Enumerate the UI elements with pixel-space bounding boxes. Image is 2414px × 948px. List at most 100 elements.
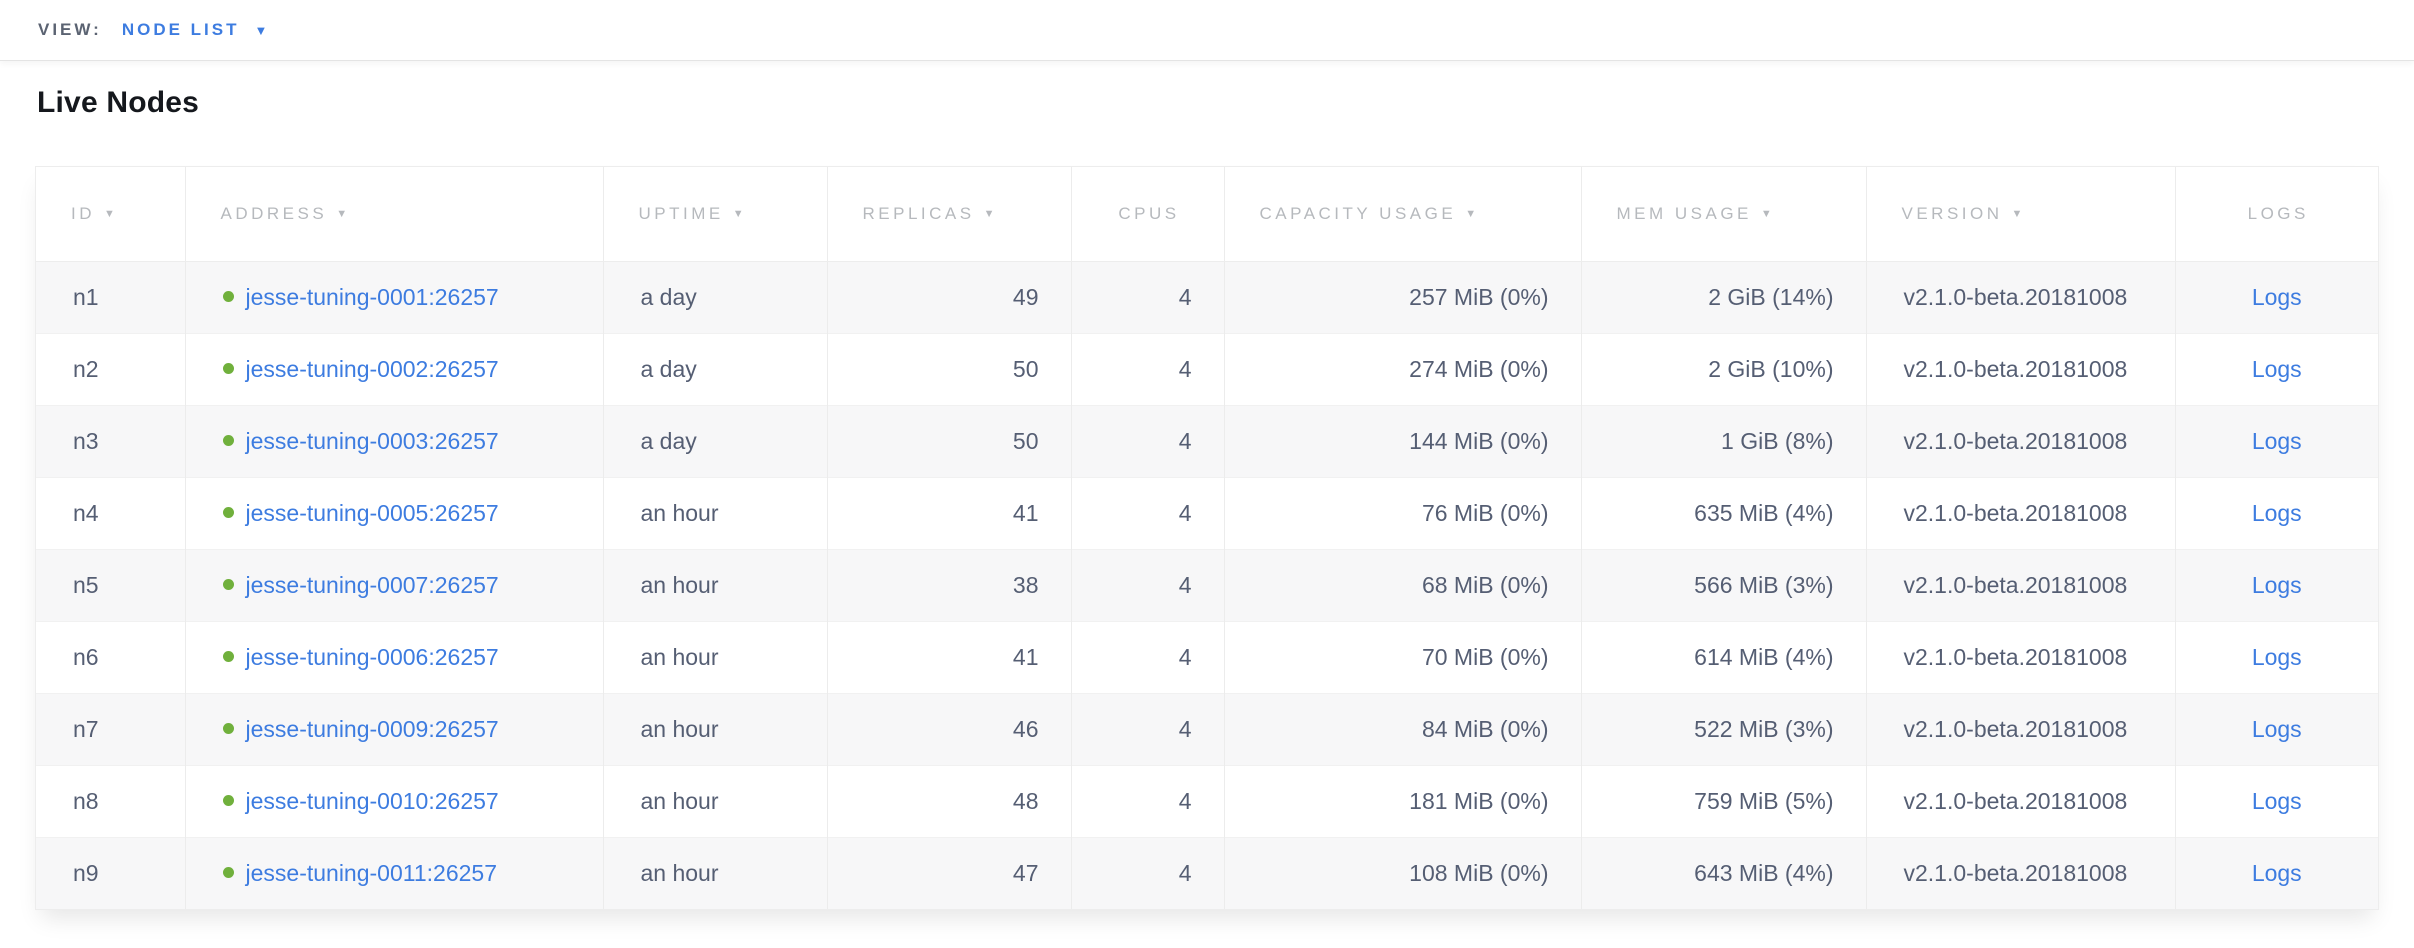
column-header-cpus: CPUS — [1071, 167, 1225, 262]
node-address-link[interactable]: jesse-tuning-0006:26257 — [245, 643, 499, 670]
node-uptime-cell: an hour — [603, 620, 828, 693]
node-cpus-cell: 4 — [1071, 836, 1225, 909]
node-address-link[interactable]: jesse-tuning-0002:26257 — [245, 355, 499, 382]
sort-arrow-icon: ▼ — [732, 207, 748, 220]
node-capacity-usage-cell: 108 MiB (0%) — [1224, 836, 1582, 909]
node-address-cell: jesse-tuning-0007:26257 — [185, 548, 604, 621]
node-id-cell: n1 — [36, 260, 186, 333]
node-address-cell: jesse-tuning-0003:26257 — [185, 404, 604, 477]
logs-link[interactable]: Logs — [2251, 499, 2302, 526]
chevron-down-icon: ▼ — [254, 22, 268, 38]
node-mem-usage-cell: 643 MiB (4%) — [1581, 836, 1867, 909]
node-cpus-cell: 4 — [1071, 404, 1225, 477]
node-mem-usage-cell: 759 MiB (5%) — [1581, 764, 1867, 837]
sort-arrow-icon: ▼ — [1465, 207, 1480, 220]
node-replicas-cell: 49 — [827, 260, 1072, 333]
logs-link[interactable]: Logs — [2251, 355, 2302, 382]
node-address-link[interactable]: jesse-tuning-0005:26257 — [245, 499, 499, 526]
logs-link[interactable]: Logs — [2251, 283, 2302, 310]
node-mem-usage-cell: 2 GiB (14%) — [1581, 260, 1867, 333]
node-cpus-cell: 4 — [1071, 620, 1225, 693]
node-uptime-cell: an hour — [603, 548, 828, 621]
node-address-link[interactable]: jesse-tuning-0003:26257 — [245, 427, 499, 454]
column-header-logs: LOGS — [2175, 167, 2378, 262]
node-address-link[interactable]: jesse-tuning-0009:26257 — [245, 715, 499, 742]
node-id-cell: n2 — [36, 332, 186, 405]
node-address-cell: jesse-tuning-0011:26257 — [185, 836, 604, 909]
node-capacity-usage-cell: 70 MiB (0%) — [1224, 620, 1582, 693]
node-address-link[interactable]: jesse-tuning-0010:26257 — [245, 787, 499, 814]
node-healthy-dot-icon — [222, 506, 234, 518]
node-uptime-cell: an hour — [603, 764, 828, 837]
node-replicas-cell: 48 — [827, 764, 1072, 837]
view-bar: VIEW: NODE LIST ▼ — [0, 0, 2414, 61]
column-header-uptime[interactable]: UPTIME ▼ — [603, 167, 828, 262]
node-healthy-dot-icon — [222, 290, 234, 302]
node-row: n3 jesse-tuning-0003:26257 a day 50 4 14… — [36, 404, 2378, 477]
node-address-link[interactable]: jesse-tuning-0001:26257 — [245, 283, 499, 310]
logs-link[interactable]: Logs — [2251, 571, 2302, 598]
node-row: n5 jesse-tuning-0007:26257 an hour 38 4 … — [36, 548, 2378, 621]
logs-link[interactable]: Logs — [2251, 859, 2302, 886]
column-header-address[interactable]: ADDRESS ▼ — [185, 167, 604, 262]
node-uptime-cell: an hour — [603, 476, 828, 549]
node-capacity-usage-cell: 84 MiB (0%) — [1224, 692, 1582, 765]
node-version-cell: v2.1.0-beta.20181008 — [1866, 764, 2176, 837]
node-version-cell: v2.1.0-beta.20181008 — [1866, 692, 2176, 765]
node-logs-cell: Logs — [2175, 332, 2378, 405]
logs-link[interactable]: Logs — [2251, 427, 2302, 454]
node-version-cell: v2.1.0-beta.20181008 — [1866, 548, 2176, 621]
node-cpus-cell: 4 — [1071, 260, 1225, 333]
node-healthy-dot-icon — [222, 722, 234, 734]
view-label: VIEW: — [38, 20, 102, 39]
logs-link[interactable]: Logs — [2251, 787, 2302, 814]
node-uptime-cell: an hour — [603, 836, 828, 909]
node-cpus-cell: 4 — [1071, 764, 1225, 837]
node-logs-cell: Logs — [2175, 836, 2378, 909]
node-address-cell: jesse-tuning-0001:26257 — [185, 260, 604, 333]
node-logs-cell: Logs — [2175, 548, 2378, 621]
node-replicas-cell: 41 — [827, 620, 1072, 693]
node-mem-usage-cell: 2 GiB (10%) — [1581, 332, 1867, 405]
column-header-capacity-usage[interactable]: CAPACITY USAGE ▼ — [1224, 167, 1582, 262]
node-capacity-usage-cell: 274 MiB (0%) — [1224, 332, 1582, 405]
node-capacity-usage-cell: 144 MiB (0%) — [1224, 404, 1582, 477]
node-row: n8 jesse-tuning-0010:26257 an hour 48 4 … — [36, 764, 2378, 837]
node-capacity-usage-cell: 181 MiB (0%) — [1224, 764, 1582, 837]
column-header-replicas[interactable]: REPLICAS ▼ — [827, 167, 1072, 262]
sort-arrow-icon: ▼ — [104, 207, 119, 220]
logs-link[interactable]: Logs — [2251, 643, 2302, 670]
node-address-cell: jesse-tuning-0009:26257 — [185, 692, 604, 765]
node-healthy-dot-icon — [222, 578, 234, 590]
node-replicas-cell: 50 — [827, 332, 1072, 405]
view-selector-dropdown[interactable]: NODE LIST ▼ — [122, 20, 268, 40]
node-cpus-cell: 4 — [1071, 476, 1225, 549]
node-mem-usage-cell: 566 MiB (3%) — [1581, 548, 1867, 621]
node-healthy-dot-icon — [222, 650, 234, 662]
node-capacity-usage-cell: 68 MiB (0%) — [1224, 548, 1582, 621]
column-header-id[interactable]: ID ▼ — [36, 167, 186, 262]
sort-arrow-icon: ▼ — [2011, 207, 2026, 220]
node-uptime-cell: a day — [603, 260, 828, 333]
node-address-link[interactable]: jesse-tuning-0007:26257 — [245, 571, 499, 598]
node-version-cell: v2.1.0-beta.20181008 — [1866, 332, 2176, 405]
column-header-version[interactable]: VERSION ▼ — [1866, 167, 2176, 262]
node-version-cell: v2.1.0-beta.20181008 — [1866, 476, 2176, 549]
node-replicas-cell: 41 — [827, 476, 1072, 549]
node-id-cell: n5 — [36, 548, 186, 621]
node-logs-cell: Logs — [2175, 476, 2378, 549]
node-row: n9 jesse-tuning-0011:26257 an hour 47 4 … — [36, 836, 2378, 909]
node-healthy-dot-icon — [222, 362, 234, 374]
node-row: n2 jesse-tuning-0002:26257 a day 50 4 27… — [36, 332, 2378, 405]
node-mem-usage-cell: 1 GiB (8%) — [1581, 404, 1867, 477]
node-address-link[interactable]: jesse-tuning-0011:26257 — [245, 859, 497, 886]
node-row: n1 jesse-tuning-0001:26257 a day 49 4 25… — [36, 260, 2378, 333]
table-header-row: ID ▼ ADDRESS ▼ UPTIME ▼ REPLICAS ▼ CPUS CAPA… — [36, 167, 2378, 262]
logs-link[interactable]: Logs — [2251, 715, 2302, 742]
node-mem-usage-cell: 522 MiB (3%) — [1581, 692, 1867, 765]
node-replicas-cell: 38 — [827, 548, 1072, 621]
node-replicas-cell: 46 — [827, 692, 1072, 765]
column-header-mem-usage[interactable]: MEM USAGE ▼ — [1581, 167, 1867, 262]
node-version-cell: v2.1.0-beta.20181008 — [1866, 260, 2176, 333]
node-address-cell: jesse-tuning-0006:26257 — [185, 620, 604, 693]
